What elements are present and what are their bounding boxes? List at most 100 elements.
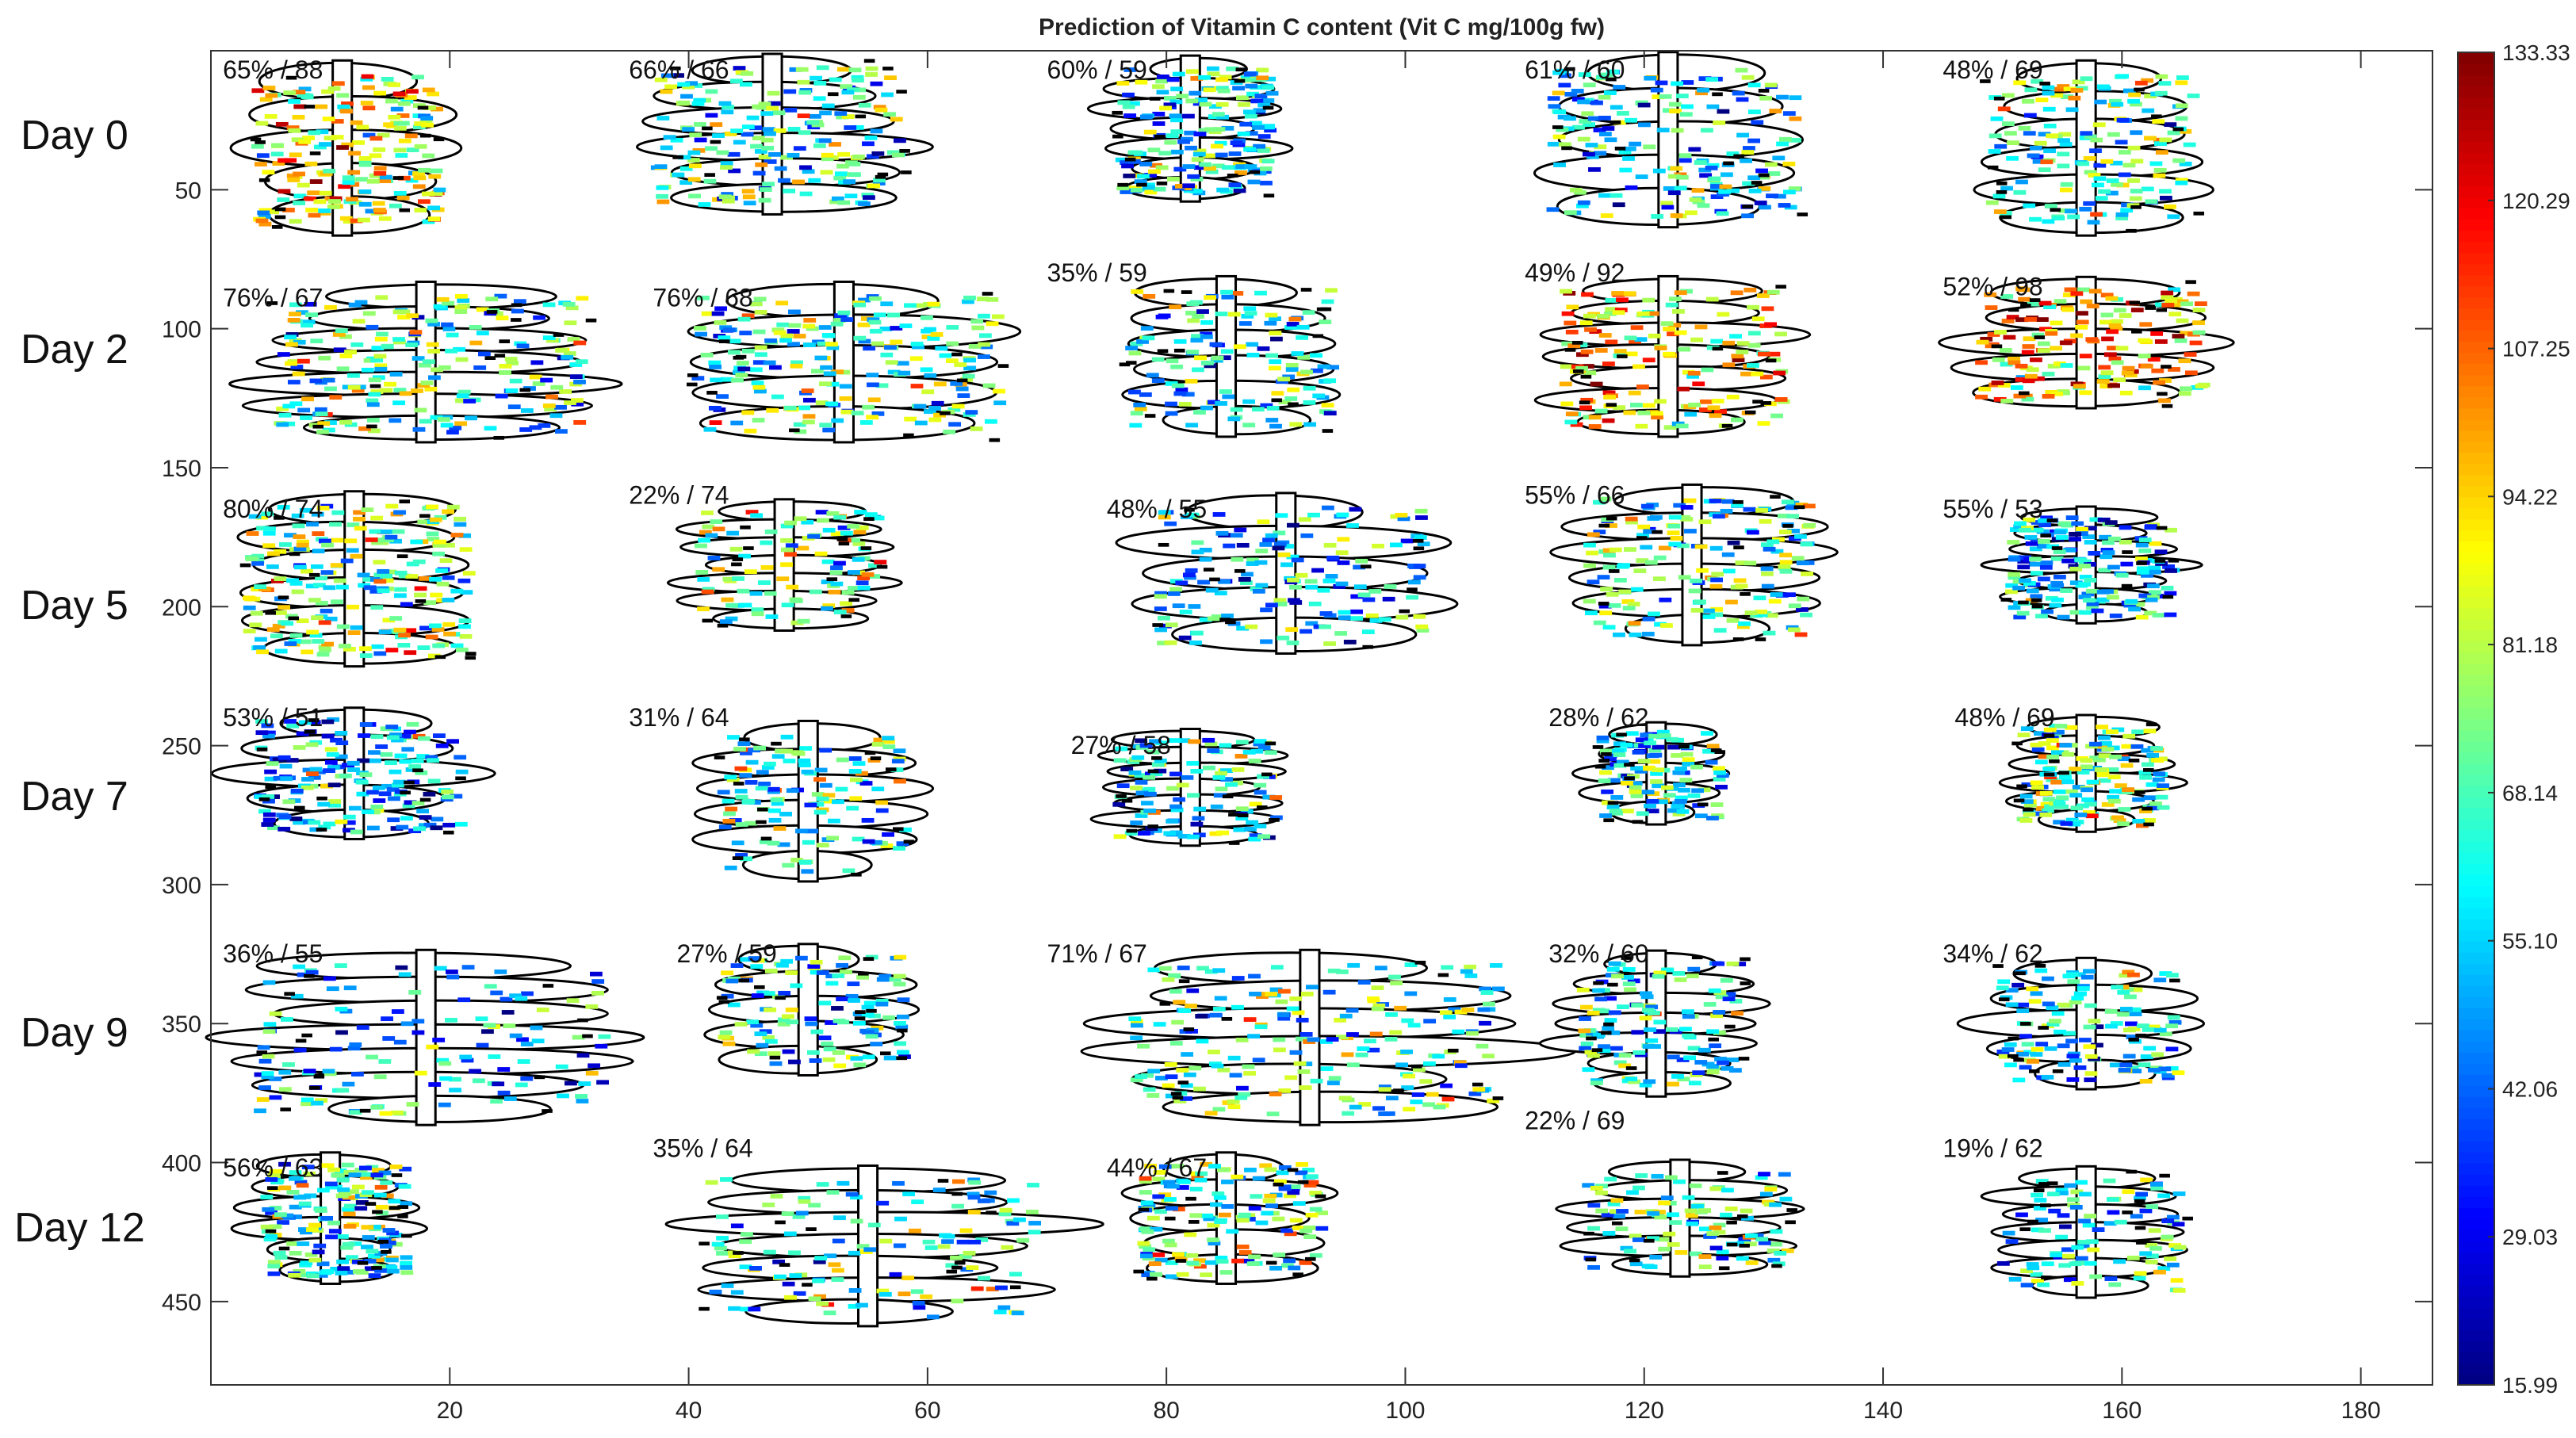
pixel xyxy=(777,1017,790,1023)
pixel xyxy=(700,353,714,358)
pixel xyxy=(346,522,360,527)
pixel xyxy=(1618,149,1632,155)
pixel xyxy=(1177,738,1191,744)
pixel xyxy=(2109,98,2122,104)
pixel xyxy=(2056,795,2069,801)
pixel xyxy=(362,311,376,316)
pixel xyxy=(262,817,276,823)
pixel xyxy=(1677,1077,1690,1082)
pixel xyxy=(1747,109,1761,115)
pixel xyxy=(2008,575,2021,580)
edge-pixel xyxy=(1721,423,1733,428)
pixel xyxy=(2107,774,2121,780)
pixel xyxy=(1385,1012,1398,1017)
edge-pixel xyxy=(719,339,730,344)
pixel xyxy=(1794,534,1807,539)
pixel xyxy=(2019,578,2031,583)
pixel xyxy=(802,839,815,845)
pixel xyxy=(1140,326,1154,331)
pixel xyxy=(419,625,432,631)
pixel xyxy=(2139,1079,2153,1084)
edge-pixel xyxy=(1580,374,1592,379)
edge-pixel xyxy=(1249,170,1261,174)
pixel xyxy=(2115,346,2129,351)
edge-pixel xyxy=(879,1051,891,1056)
pixel xyxy=(1312,393,1326,399)
pixel xyxy=(1155,78,1169,84)
pixel xyxy=(2069,531,2081,537)
pixel xyxy=(1277,377,1291,382)
pixel xyxy=(1617,563,1630,568)
edge-pixel xyxy=(1228,813,1239,817)
pixel xyxy=(256,649,269,655)
pixel xyxy=(366,178,380,184)
pixel xyxy=(1751,120,1764,125)
pixel xyxy=(790,858,803,862)
pixel xyxy=(816,65,829,71)
pixel xyxy=(1192,151,1206,157)
pixel xyxy=(722,327,736,333)
pixel xyxy=(1710,184,1724,189)
pixel xyxy=(557,1093,569,1099)
pixel xyxy=(538,423,551,428)
pixel xyxy=(1378,1084,1391,1090)
pixel xyxy=(2044,774,2057,780)
pixel xyxy=(1653,576,1666,582)
pixel xyxy=(2017,732,2031,738)
pixel xyxy=(1774,397,1788,402)
pixel xyxy=(328,802,341,808)
edge-pixel xyxy=(1797,212,1809,216)
pixel xyxy=(251,143,264,149)
pixel xyxy=(2035,805,2049,811)
pixel xyxy=(764,529,778,534)
edge-pixel xyxy=(2154,559,2166,563)
pixel xyxy=(1227,312,1241,317)
pixel xyxy=(335,1007,348,1012)
pixel xyxy=(1273,530,1286,536)
pixel xyxy=(798,90,812,95)
edge-pixel xyxy=(2128,1038,2139,1042)
pixel xyxy=(1571,88,1584,94)
pixel xyxy=(978,313,990,319)
pixel xyxy=(1569,187,1583,193)
edge-pixel xyxy=(397,1214,408,1218)
pixel xyxy=(327,1220,341,1226)
pixel xyxy=(1733,962,1747,966)
pixel xyxy=(1243,147,1257,152)
pixel xyxy=(855,580,869,586)
pixel xyxy=(2141,572,2153,578)
pixel xyxy=(703,178,717,184)
edge-pixel xyxy=(415,599,427,603)
pixel xyxy=(255,120,269,126)
pixel xyxy=(1326,365,1340,370)
edge-pixel xyxy=(1980,79,1991,83)
pixel xyxy=(542,302,556,308)
pixel xyxy=(1650,87,1663,93)
pixel xyxy=(1166,77,1180,82)
edge-pixel xyxy=(706,391,718,395)
pixel xyxy=(1594,408,1608,414)
pixel xyxy=(386,786,400,792)
pixel xyxy=(2031,785,2045,790)
pixel xyxy=(419,815,432,820)
edge-pixel xyxy=(1617,354,1628,358)
pixel xyxy=(2144,610,2157,616)
pixel xyxy=(1269,316,1281,322)
pixel xyxy=(779,812,792,817)
pixel xyxy=(420,381,434,385)
edge-pixel xyxy=(1765,358,1777,363)
pixel xyxy=(2042,808,2054,813)
pixel xyxy=(894,1041,907,1046)
pixel xyxy=(703,426,717,432)
pixel xyxy=(781,1014,794,1019)
pixel xyxy=(1997,383,2011,388)
pixel xyxy=(2053,820,2066,825)
pixel xyxy=(423,822,437,828)
pixel xyxy=(255,637,267,642)
pixel xyxy=(2136,566,2149,572)
pixel xyxy=(286,1241,300,1246)
pixel xyxy=(2069,1057,2082,1063)
pixel xyxy=(867,183,881,189)
pixel xyxy=(1636,558,1649,564)
pixel xyxy=(427,349,440,354)
